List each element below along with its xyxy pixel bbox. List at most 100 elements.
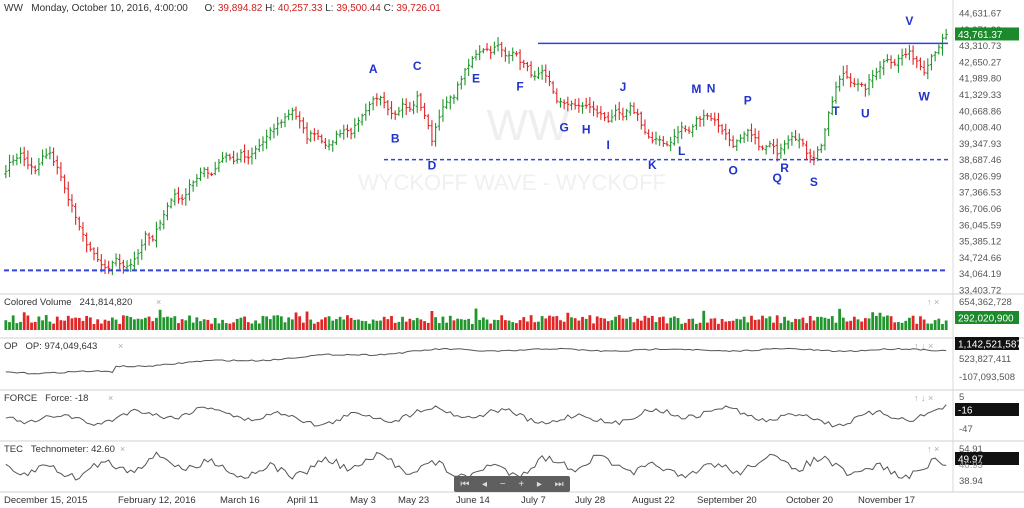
- op-panel-controls[interactable]: ↑ ↓ ×: [914, 341, 934, 351]
- price-bar: [272, 123, 276, 139]
- volume-bar: [676, 317, 680, 330]
- volume-bar: [834, 322, 838, 330]
- volume-close-icon[interactable]: ×: [156, 297, 162, 307]
- volume-bar: [485, 319, 489, 330]
- volume-axis-label: 654,362,728: [959, 297, 1012, 308]
- tec-panel-controls[interactable]: ↑ ×: [927, 444, 940, 454]
- date-tick-label: November 17: [858, 495, 915, 506]
- volume-bar: [647, 317, 651, 330]
- price-bar: [937, 44, 941, 55]
- price-bar: [507, 50, 511, 64]
- price-bar: [85, 232, 89, 253]
- volume-bar: [393, 322, 397, 330]
- volume-bar: [775, 315, 779, 330]
- next-icon[interactable]: ▸: [536, 478, 542, 490]
- volume-bar: [496, 320, 500, 330]
- price-bar: [242, 144, 247, 163]
- price-bar: [606, 111, 610, 123]
- price-bar: [687, 126, 691, 134]
- volume-bar: [448, 315, 452, 330]
- price-bar: [878, 61, 882, 79]
- price-bar: [353, 118, 357, 139]
- price-bar: [757, 130, 761, 151]
- wyckoff-point-label: K: [648, 158, 657, 172]
- volume-bar: [518, 320, 522, 330]
- chart-navigation-bar[interactable]: ⏮ ◂ − + ▸ ⏭: [454, 476, 570, 492]
- volume-bar: [588, 315, 592, 330]
- price-tick-label: 34,064.19: [959, 269, 1001, 280]
- volume-bar: [452, 320, 456, 330]
- volume-bar: [177, 323, 180, 330]
- zoom-in-icon[interactable]: +: [518, 478, 525, 490]
- price-bar: [279, 119, 283, 129]
- volume-bar: [375, 320, 379, 330]
- volume-bar: [386, 319, 390, 330]
- tec-panel-header: TEC Technometer: 42.60: [4, 444, 115, 455]
- price-bar: [257, 138, 261, 152]
- price-bar: [636, 108, 640, 121]
- volume-bar: [702, 310, 706, 330]
- volume-bar: [661, 316, 665, 330]
- op-close-icon[interactable]: ×: [118, 341, 124, 351]
- volume-bar: [742, 316, 746, 330]
- volume-bar: [706, 322, 709, 330]
- price-bar: [816, 146, 820, 162]
- force-close-icon[interactable]: ×: [108, 393, 114, 403]
- price-bar: [342, 124, 346, 140]
- price-bar: [364, 103, 368, 121]
- price-bar: [22, 146, 26, 167]
- price-bar: [224, 152, 228, 163]
- volume-bar: [830, 316, 834, 330]
- volume-bar: [309, 319, 313, 330]
- volume-bar: [166, 316, 169, 330]
- wyckoff-point-label: I: [607, 138, 610, 152]
- zoom-out-icon[interactable]: −: [499, 478, 506, 490]
- price-bar: [500, 41, 504, 58]
- volume-bar: [724, 321, 728, 330]
- volume-bar: [625, 318, 628, 330]
- last-icon[interactable]: ⏭: [554, 478, 564, 490]
- price-bar: [386, 100, 390, 116]
- volume-bar: [919, 316, 922, 330]
- price-bar: [209, 172, 214, 177]
- price-bar: [485, 42, 489, 52]
- wyckoff-point-label: N: [707, 82, 716, 96]
- volume-bar: [15, 323, 19, 330]
- price-bar: [702, 109, 706, 127]
- volume-bar: [658, 317, 662, 330]
- volume-bar: [246, 322, 250, 330]
- ohlc-readout: WW Monday, October 10, 2016, 4:00:00 O: …: [4, 3, 441, 14]
- price-bar: [132, 251, 136, 271]
- price-bar: [775, 138, 779, 162]
- tec-close-icon[interactable]: ×: [120, 444, 126, 454]
- price-bar: [683, 125, 687, 133]
- volume-bar: [217, 323, 221, 330]
- wyckoff-point-label: H: [582, 123, 591, 137]
- force-panel-controls[interactable]: ↑ ↓ ×: [914, 393, 934, 403]
- price-bar: [246, 150, 250, 165]
- price-bar: [882, 59, 886, 76]
- volume-bar: [401, 316, 404, 330]
- svg-text:1,142,521,587: 1,142,521,587: [958, 340, 1022, 351]
- price-bar: [7, 154, 12, 177]
- first-icon[interactable]: ⏮: [460, 478, 470, 490]
- price-bar: [213, 161, 217, 176]
- prev-icon[interactable]: ◂: [482, 478, 488, 490]
- price-bar: [445, 96, 449, 110]
- price-bar: [841, 65, 845, 87]
- volume-bar: [933, 320, 937, 330]
- price-bar: [555, 88, 559, 104]
- volume-panel-controls[interactable]: ↑ ×: [927, 297, 940, 307]
- volume-bar: [764, 318, 768, 330]
- price-bar: [327, 139, 331, 151]
- price-bar: [331, 139, 335, 152]
- price-bar: [378, 95, 383, 106]
- volume-bar: [470, 323, 474, 330]
- price-bar: [55, 155, 59, 175]
- volume-bar: [85, 315, 89, 330]
- volume-bar: [342, 319, 346, 330]
- volume-bar: [786, 320, 790, 330]
- volume-bar: [445, 322, 449, 330]
- volume-bar: [213, 318, 217, 330]
